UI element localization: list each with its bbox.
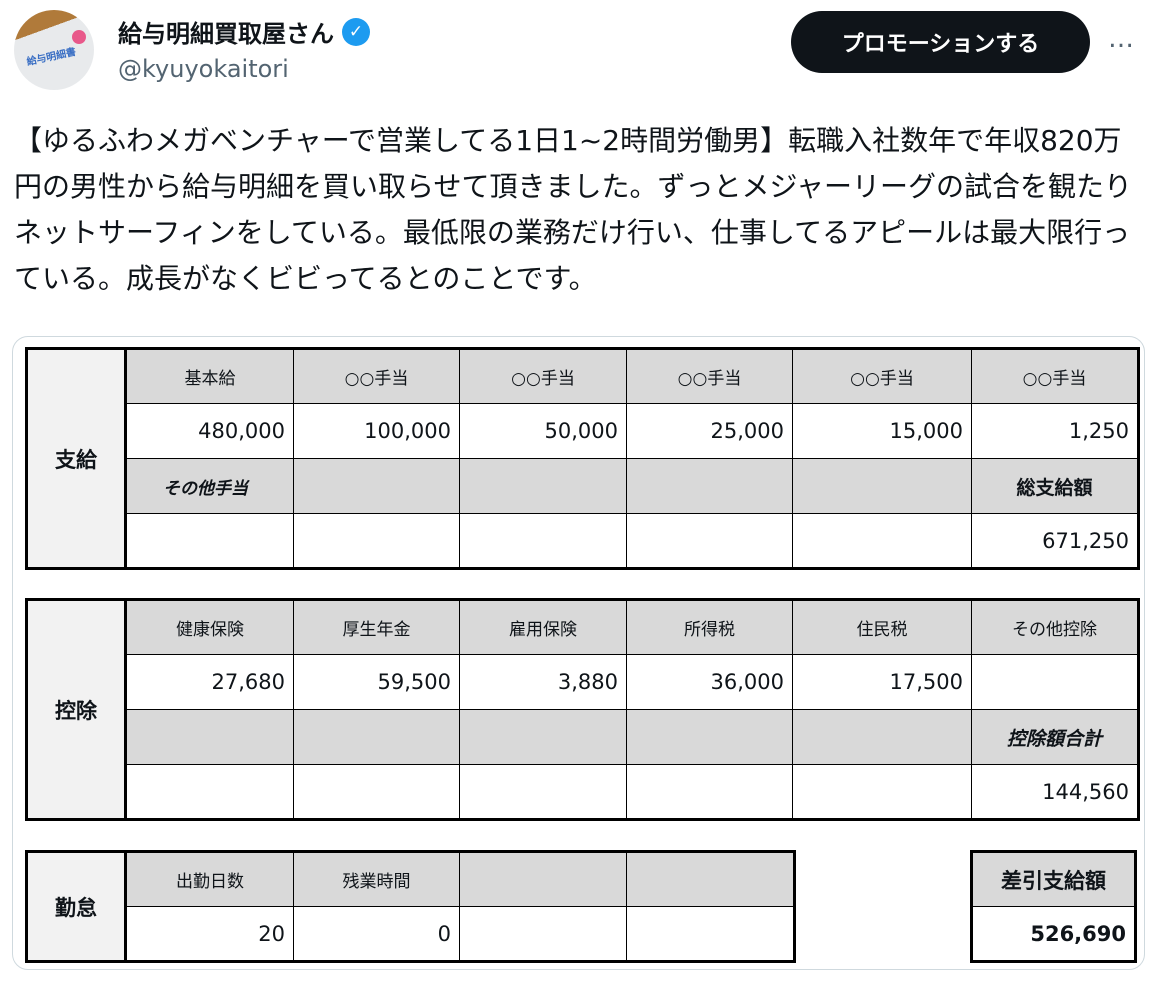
avatar[interactable]: 給与明細書: [14, 10, 94, 90]
header-cell: ○○手当: [293, 348, 460, 404]
value-cell: 1,250: [971, 403, 1139, 459]
value-cell: [626, 764, 793, 820]
value-cell: [626, 513, 793, 569]
author-name[interactable]: 給与明細買取屋さん: [118, 20, 334, 48]
value-cell: 36,000: [626, 654, 793, 710]
author-name-row[interactable]: 給与明細買取屋さん ✓: [118, 14, 370, 49]
more-options-icon[interactable]: …: [1108, 24, 1135, 54]
value-cell: 27,680: [125, 654, 294, 710]
header-cell: ○○手当: [459, 348, 627, 404]
value-cell: 20: [125, 906, 294, 962]
deduction-table: 控除 健康保険 厚生年金 雇用保険 所得税 住民税 その他控除 27,680 59,500 3…: [25, 598, 1140, 821]
attendance-table: 勤怠 出勤日数 残業時間 20 0: [25, 850, 796, 963]
header-cell: ○○手当: [626, 348, 793, 404]
value-cell: [626, 906, 795, 962]
verified-badge-icon: ✓: [342, 17, 370, 46]
header-cell: その他控除: [971, 599, 1139, 655]
net-pay-table: 差引支給額 526,690: [970, 850, 1137, 963]
avatar-decoration: [72, 30, 86, 44]
value-cell: [293, 764, 460, 820]
header-cell: [459, 851, 627, 907]
value-cell: 50,000: [459, 403, 627, 459]
value-cell: 25,000: [626, 403, 793, 459]
promote-button[interactable]: プロモーションする: [791, 11, 1090, 73]
header-cell: [792, 458, 972, 514]
value-cell: 0: [293, 906, 460, 962]
deduction-section-label: 控除: [26, 599, 127, 820]
value-cell: [792, 764, 972, 820]
value-cell: 100,000: [293, 403, 460, 459]
value-cell: 15,000: [792, 403, 972, 459]
other-allowance-label: その他手当: [125, 458, 294, 514]
header-cell: 住民税: [792, 599, 972, 655]
value-cell: [459, 764, 627, 820]
header-cell: [626, 458, 793, 514]
header-cell: 残業時間: [293, 851, 460, 907]
net-pay-label: 差引支給額: [971, 851, 1136, 907]
value-cell: [792, 513, 972, 569]
avatar-label: 給与明細書: [25, 46, 78, 69]
header-cell: [293, 709, 460, 765]
header-cell: [293, 458, 460, 514]
pay-table: 支給 基本給 ○○手当 ○○手当 ○○手当 ○○手当 ○○手当 480,000 100,00…: [25, 347, 1140, 570]
net-pay-value: 526,690: [971, 906, 1136, 962]
value-cell: 59,500: [293, 654, 460, 710]
tweet-text: 【ゆるふわメガベンチャーで営業してる1日1~2時間労働男】転職入社数年で年収82…: [14, 124, 1133, 295]
header-cell: 厚生年金: [293, 599, 460, 655]
pay-section-label: 支給: [26, 348, 127, 569]
deduction-total-value: 144,560: [971, 764, 1139, 820]
header-cell: ○○手当: [792, 348, 972, 404]
header-cell: [459, 458, 627, 514]
header-cell: 雇用保険: [459, 599, 627, 655]
payslip-image[interactable]: 支給 基本給 ○○手当 ○○手当 ○○手当 ○○手当 ○○手当 480,000 100,00…: [12, 336, 1145, 970]
value-cell: [459, 513, 627, 569]
header-cell: 健康保険: [125, 599, 294, 655]
attendance-section-label: 勤怠: [26, 851, 127, 962]
value-cell: 480,000: [125, 403, 294, 459]
value-cell: [971, 654, 1139, 710]
value-cell: [125, 764, 294, 820]
header-cell: [626, 851, 795, 907]
header-cell: 出勤日数: [125, 851, 294, 907]
header-cell: [459, 709, 627, 765]
header-cell: ○○手当: [971, 348, 1139, 404]
gross-total-label: 総支給額: [971, 458, 1139, 514]
header-cell: [626, 709, 793, 765]
author-handle[interactable]: @kyuyokaitori: [118, 55, 289, 83]
gross-total-value: 671,250: [971, 513, 1139, 569]
value-cell: [125, 513, 294, 569]
header-cell: 所得税: [626, 599, 793, 655]
value-cell: [293, 513, 460, 569]
value-cell: [459, 906, 627, 962]
value-cell: 17,500: [792, 654, 972, 710]
header-cell: 基本給: [125, 348, 294, 404]
header-cell: [792, 709, 972, 765]
value-cell: 3,880: [459, 654, 627, 710]
header-cell: [125, 709, 294, 765]
deduction-total-label: 控除額合計: [971, 709, 1139, 765]
